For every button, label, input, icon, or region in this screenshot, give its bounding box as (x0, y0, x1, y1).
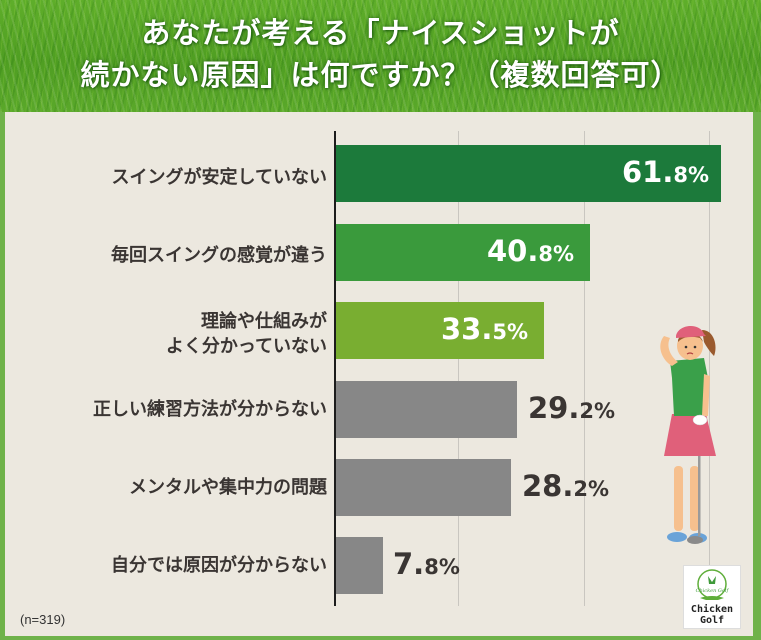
value-label: 28.2% (522, 469, 610, 503)
value-label: 7.8% (393, 547, 460, 581)
category-label: 毎回スイングの感覚が違う (111, 245, 327, 266)
bar-practice-method (336, 381, 517, 438)
y-axis-line (334, 131, 336, 606)
gridline-60 (709, 131, 710, 606)
chart-title: あなたが考える「ナイスショットが 続かない原因」は何ですか？（複数回答可） (0, 12, 761, 96)
category-label: メンタルや集中力の問題 (129, 477, 327, 498)
value-label: 33.5% (441, 312, 529, 346)
bar-swing-unstable (336, 145, 721, 202)
svg-text:Chicken Golf: Chicken Golf (696, 588, 730, 594)
category-label: 正しい練習方法が分からない (93, 399, 327, 420)
category-label: スイングが安定していない (111, 167, 327, 188)
bar-theory-unclear (336, 302, 544, 359)
title-line-2: 続かない原因」は何ですか？（複数回答可） (80, 58, 681, 92)
value-label: 40.8% (487, 234, 575, 268)
bar-cause-unknown (336, 537, 383, 594)
title-line-1: あなたが考える「ナイスショットが (141, 16, 620, 50)
sample-size-note: (n=319) (20, 612, 66, 627)
category-label: 理論や仕組みが よく分かっていない (165, 311, 327, 357)
gridline-20 (458, 131, 459, 606)
chicken-tee-icon: Chicken Golf (696, 569, 730, 600)
logo-text-chicken: Chicken (690, 604, 734, 615)
bar-mental-focus (336, 459, 511, 516)
bar-swing-feel-differs (336, 224, 590, 281)
gridline-40 (584, 131, 585, 606)
golfer-girl-illustration (660, 325, 716, 544)
value-label: 29.2% (528, 391, 616, 425)
value-label: 61.8% (622, 155, 710, 189)
chicken-golf-logo: Chicken Golf Chicken Golf (683, 565, 741, 629)
grass-header: あなたが考える「ナイスショットが 続かない原因」は何ですか？（複数回答可） (0, 0, 761, 112)
category-label: 自分では原因が分からない (111, 555, 327, 576)
logo-text-golf: Golf (699, 615, 725, 626)
